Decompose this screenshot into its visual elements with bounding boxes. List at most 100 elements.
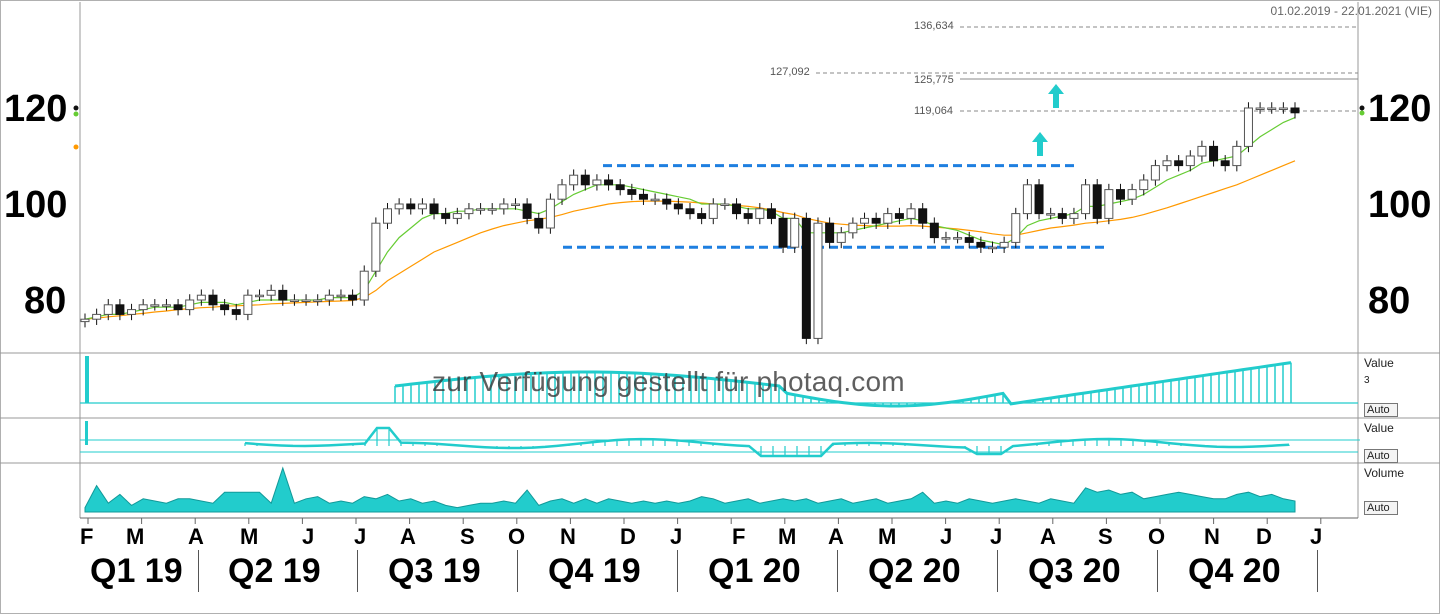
candle-body [604, 179, 614, 186]
candle-body [801, 217, 811, 339]
candle-body [650, 198, 660, 202]
candle-body [1267, 107, 1277, 110]
candle-body [1046, 213, 1056, 216]
quarter-separator [997, 550, 998, 592]
indicator1-initial-bar [85, 356, 89, 403]
candle-body [1174, 160, 1184, 167]
last-price-marker-left [73, 105, 79, 111]
candle-body [499, 203, 509, 210]
candle-body [1034, 184, 1044, 215]
indicator-panel-1 [80, 356, 1358, 408]
candle-body [790, 217, 800, 248]
indicator1-line [394, 361, 1292, 408]
candle-body [185, 299, 195, 311]
quarter-label: Q4 20 [1188, 552, 1281, 590]
candle-body [929, 222, 939, 239]
candle-body [1220, 160, 1230, 167]
candle-body [348, 294, 358, 301]
indicator1-auto-button[interactable]: Auto [1364, 403, 1398, 417]
candle-body [708, 203, 718, 219]
indicator-panel-2 [80, 421, 1360, 458]
candle-body [906, 208, 916, 219]
volume-panel [84, 466, 1296, 513]
candle-body [208, 294, 218, 306]
indicator2-label: Value [1364, 421, 1394, 435]
candle-body [196, 294, 206, 301]
candle-body [860, 217, 870, 224]
level-label-127: 127,092 [770, 66, 810, 78]
candle-body [476, 208, 486, 211]
candle-body [1011, 213, 1021, 243]
quarter-label: Q4 19 [548, 552, 641, 590]
volume-auto-button[interactable]: Auto [1364, 501, 1398, 515]
candle-body [383, 208, 392, 224]
quarter-label: Q2 19 [228, 552, 321, 590]
candle-body [510, 203, 520, 206]
candle-body [161, 304, 171, 307]
target-arrow-shaft [1053, 92, 1059, 108]
y-tick-100-right: 100 [1368, 184, 1432, 226]
candle-body [778, 217, 788, 248]
month-label: F [732, 524, 746, 549]
quarter-separator [677, 550, 678, 592]
level-label-125: 125,775 [914, 74, 954, 86]
candle-body [1290, 107, 1300, 114]
y-tick-120-left: 120 [4, 88, 68, 130]
moving-average-slow [84, 160, 1296, 320]
month-label: O [1148, 524, 1166, 549]
candle-body [1150, 165, 1160, 181]
candlesticks [80, 102, 1300, 345]
candle-body [394, 203, 404, 210]
candle-body [1022, 184, 1032, 215]
candle-body [127, 309, 137, 315]
month-label: A [828, 524, 844, 549]
candle-body [324, 294, 334, 301]
indicator2-auto-button[interactable]: Auto [1364, 449, 1398, 463]
candle-body [1081, 184, 1091, 215]
candle-body [592, 179, 602, 186]
candle-body [673, 203, 683, 210]
candle-body [638, 193, 648, 200]
candle-body [255, 294, 265, 298]
candle-body [999, 241, 1009, 248]
candle-body [848, 222, 858, 234]
candle-body [813, 222, 823, 339]
month-label: D [1256, 524, 1272, 549]
candle-body [685, 208, 695, 215]
quarter-label: Q3 20 [1028, 552, 1121, 590]
candle-body [80, 318, 90, 323]
quarter-label: Q1 19 [90, 552, 183, 590]
candle-body [417, 203, 427, 210]
month-label: F [80, 524, 94, 549]
month-label: S [1098, 524, 1113, 549]
candle-body [301, 299, 311, 302]
indicator1-label: Value [1364, 356, 1394, 370]
month-label: D [620, 524, 636, 549]
target-arrows [1032, 84, 1064, 156]
candle-body [371, 222, 381, 272]
candle-body [755, 208, 765, 219]
candle-body [1104, 189, 1114, 219]
candle-body [406, 203, 416, 210]
candle-body [1069, 213, 1079, 219]
month-label: S [460, 524, 475, 549]
month-label: M [778, 524, 797, 549]
target-arrow-head [1032, 132, 1048, 142]
candle-body [534, 217, 544, 229]
candle-body [883, 213, 893, 224]
candle-body [953, 237, 963, 240]
candle-body [1115, 189, 1125, 200]
candle-body [988, 246, 997, 250]
watermark: zur Verfügung gestellt für photaq.com [432, 366, 905, 397]
candle-body [289, 299, 299, 302]
candle-body [173, 304, 183, 311]
candle-body [441, 213, 451, 219]
candle-body [580, 174, 590, 186]
candle-body [487, 208, 497, 211]
candle-body [150, 304, 160, 307]
candle-body [976, 241, 986, 248]
candle-body [557, 184, 567, 200]
ma-fast-marker-left [73, 111, 79, 117]
month-label: A [400, 524, 416, 549]
candle-body [522, 203, 532, 219]
